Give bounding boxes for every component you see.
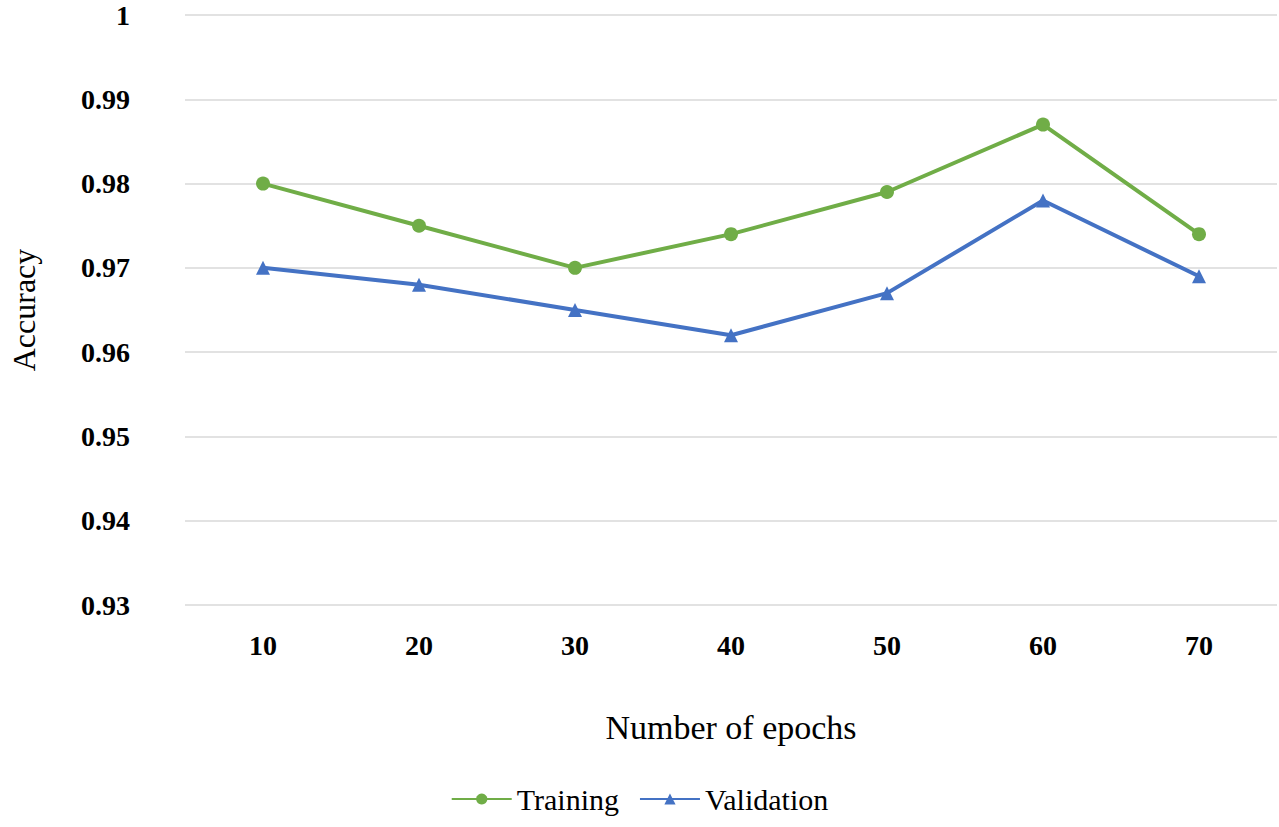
svg-text:Training: Training — [517, 783, 619, 816]
svg-text:Validation: Validation — [705, 783, 828, 816]
svg-text:0.94: 0.94 — [81, 505, 130, 536]
svg-text:0.98: 0.98 — [81, 168, 130, 199]
svg-text:0.99: 0.99 — [81, 84, 130, 115]
svg-text:Number of epochs: Number of epochs — [605, 709, 856, 746]
svg-text:10: 10 — [249, 630, 277, 661]
svg-text:0.93: 0.93 — [81, 590, 130, 621]
svg-text:70: 70 — [1185, 630, 1213, 661]
svg-text:1: 1 — [116, 0, 130, 31]
svg-text:50: 50 — [873, 630, 901, 661]
svg-text:0.96: 0.96 — [81, 337, 130, 368]
svg-text:40: 40 — [717, 630, 745, 661]
svg-text:20: 20 — [405, 630, 433, 661]
svg-text:Accuracy: Accuracy — [6, 249, 42, 372]
svg-text:0.95: 0.95 — [81, 421, 130, 452]
svg-text:0.97: 0.97 — [81, 252, 130, 283]
svg-text:30: 30 — [561, 630, 589, 661]
svg-text:60: 60 — [1029, 630, 1057, 661]
